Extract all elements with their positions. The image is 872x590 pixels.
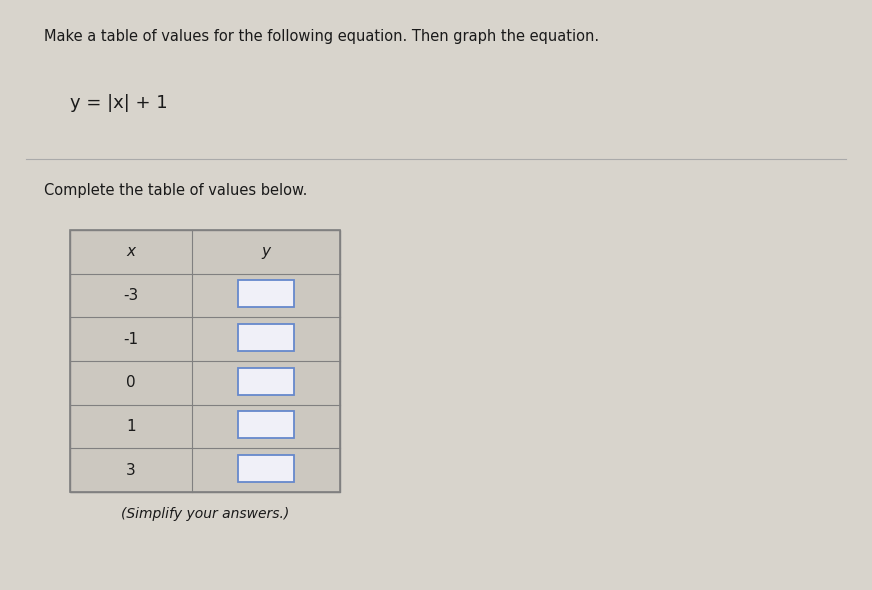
Bar xyxy=(238,368,294,395)
Text: -3: -3 xyxy=(123,288,139,303)
Text: Make a table of values for the following equation. Then graph the equation.: Make a table of values for the following… xyxy=(44,30,599,44)
Bar xyxy=(70,230,340,492)
Bar xyxy=(238,280,294,307)
Text: 0: 0 xyxy=(126,375,136,391)
Bar xyxy=(238,411,294,438)
Text: y = |x| + 1: y = |x| + 1 xyxy=(70,94,167,113)
Text: -1: -1 xyxy=(123,332,139,347)
Bar xyxy=(70,230,340,492)
Text: y: y xyxy=(262,244,270,260)
Bar xyxy=(238,324,294,351)
Text: 3: 3 xyxy=(126,463,136,478)
Text: x: x xyxy=(126,244,135,260)
Text: 1: 1 xyxy=(126,419,136,434)
Bar xyxy=(238,455,294,482)
Text: Complete the table of values below.: Complete the table of values below. xyxy=(44,183,307,198)
Text: (Simplify your answers.): (Simplify your answers.) xyxy=(121,507,289,521)
